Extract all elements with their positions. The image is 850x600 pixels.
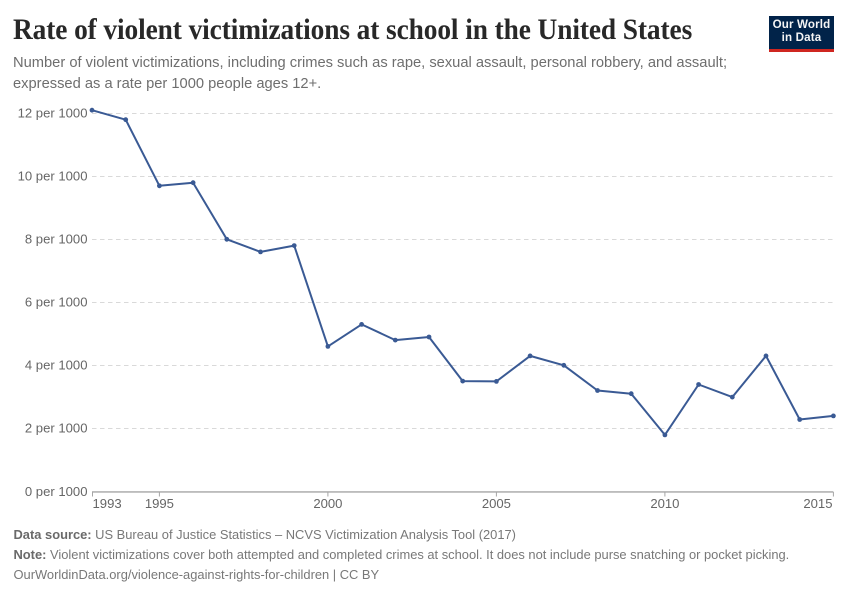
svg-text:8 per 1000: 8 per 1000 xyxy=(25,232,88,247)
svg-text:1993: 1993 xyxy=(93,496,122,511)
svg-text:2000: 2000 xyxy=(313,496,342,511)
svg-text:6 per 1000: 6 per 1000 xyxy=(25,295,88,310)
svg-text:4 per 1000: 4 per 1000 xyxy=(25,358,88,373)
svg-text:1995: 1995 xyxy=(145,496,174,511)
svg-text:10 per 1000: 10 per 1000 xyxy=(18,169,88,184)
svg-text:12 per 1000: 12 per 1000 xyxy=(18,106,88,121)
svg-text:2010: 2010 xyxy=(650,496,679,511)
svg-text:2015: 2015 xyxy=(803,496,832,511)
svg-text:2 per 1000: 2 per 1000 xyxy=(25,421,88,436)
svg-text:2005: 2005 xyxy=(482,496,511,511)
svg-text:0 per 1000: 0 per 1000 xyxy=(25,484,88,499)
